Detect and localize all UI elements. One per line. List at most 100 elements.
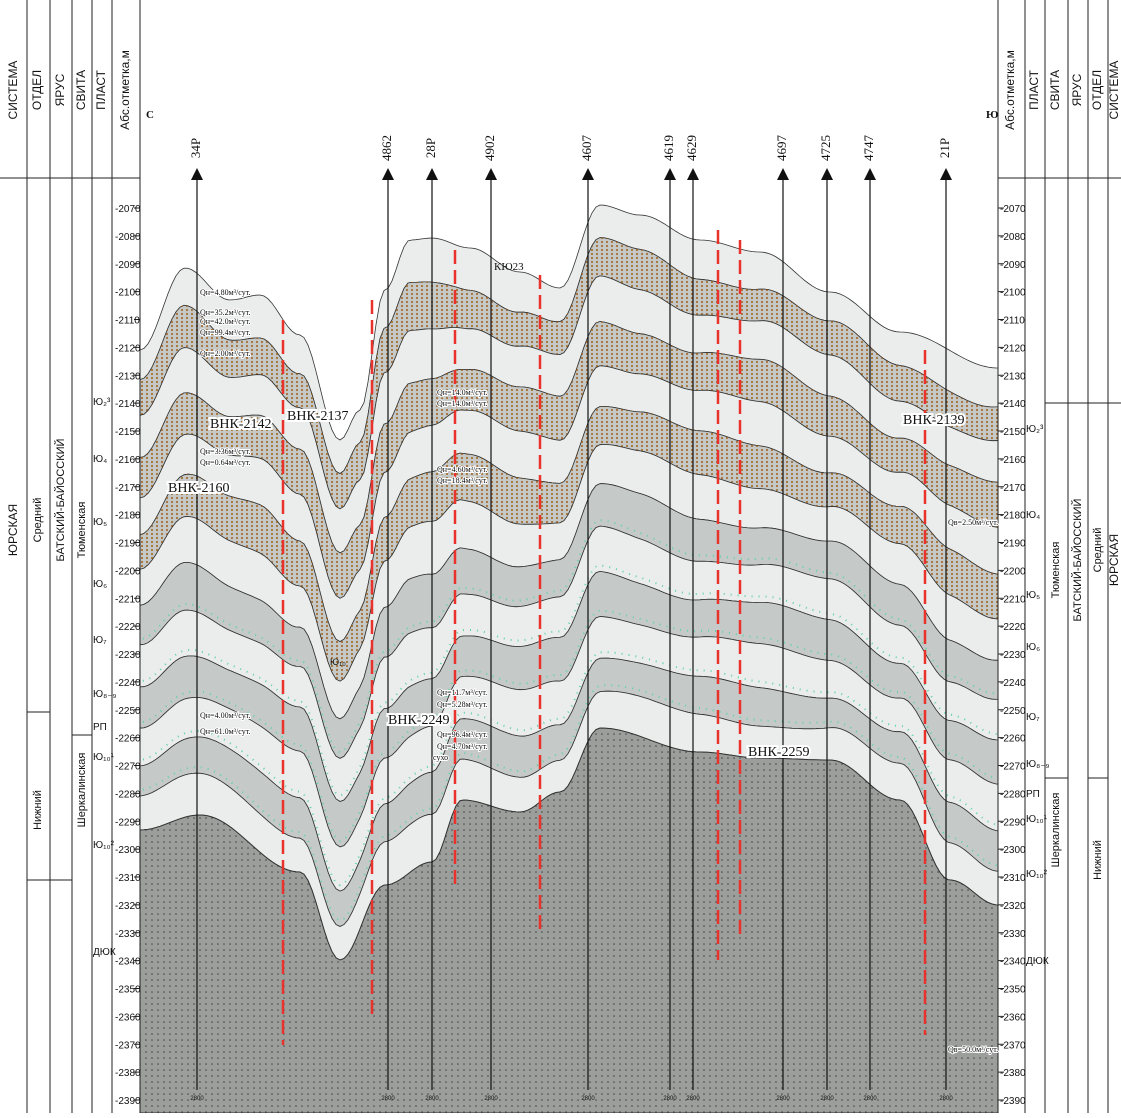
depth-label: -2080 (115, 232, 141, 243)
depth-label: -2320 (115, 901, 141, 912)
owc-label: ВНК-2139 (903, 413, 964, 428)
depth-label: -2370 (115, 1040, 141, 1051)
well-name: 4902 (482, 135, 497, 161)
depth-label: -2380 (115, 1068, 141, 1079)
depth-label: -2160 (1000, 455, 1026, 466)
layer-label: Ю₁₀² (93, 840, 115, 851)
depth-label: -2240 (1000, 678, 1026, 689)
series: Нижний (32, 790, 44, 830)
depth-label: -2280 (1000, 789, 1026, 800)
depth-label: -2160 (115, 455, 141, 466)
depth-label: -2080 (1000, 232, 1026, 243)
layer-label: Ю₄ (93, 454, 107, 465)
flow-note: Qн=5.28м³/сут. (437, 700, 488, 709)
depth-label: -2260 (1000, 734, 1026, 745)
cross-section: СИСТЕМАОТДЕЛЯРУССВИТАПЛАСТАбс.отметка,мА… (0, 0, 1121, 1113)
depth-label: -2140 (115, 399, 141, 410)
depth-label: -2250 (115, 706, 141, 717)
depth-label: -2120 (115, 343, 141, 354)
flow-note: Qн=42.0м³/сут. (200, 317, 251, 326)
depth-label: -2330 (1000, 929, 1026, 940)
depth-label: -2200 (115, 566, 141, 577)
column-header: СВИТА (1048, 70, 1062, 110)
layer-label: Ю₁₀¹ (93, 752, 115, 763)
flow-note: Qн=11.7м³/сут. (437, 688, 487, 697)
well-depth: 2800 (863, 1096, 877, 1102)
depth-label: -2210 (1000, 594, 1026, 605)
well-depth: 2800 (776, 1096, 790, 1102)
well-depth: 2800 (939, 1096, 953, 1102)
owc-label: ВНК-2142 (210, 417, 271, 432)
flow-note: Qн=0.64м³/сут. (200, 458, 251, 467)
depth-label: -2340 (115, 957, 141, 968)
depth-label: -2260 (115, 734, 141, 745)
depth-label: -2360 (1000, 1012, 1026, 1023)
well-depth: 2800 (686, 1096, 700, 1102)
well-name: 4629 (684, 135, 699, 161)
well-depth: 2800 (381, 1096, 395, 1102)
column-header: ПЛАСТ (94, 69, 108, 110)
depth-label: -2300 (115, 845, 141, 856)
direction-label: Ю (986, 109, 998, 121)
depth-label: -2170 (1000, 483, 1026, 494)
depth-label: -2150 (115, 427, 141, 438)
depth-label: -2310 (115, 873, 141, 884)
depth-label: -2250 (1000, 706, 1026, 717)
depth-label: -2180 (1000, 511, 1026, 522)
column-header: Абс.отметка,м (1003, 50, 1017, 130)
depth-label: -2130 (115, 371, 141, 382)
depth-label: -2180 (115, 511, 141, 522)
depth-label: -2380 (1000, 1068, 1026, 1079)
column-header: СИСТЕМА (1107, 61, 1121, 120)
layer-label: ДЮК (1026, 956, 1049, 967)
depth-label: -2130 (1000, 371, 1026, 382)
well-depth: 2800 (484, 1096, 498, 1102)
zone-label: КЮ23 (494, 261, 524, 273)
layer-label: Ю₅ (1026, 590, 1040, 601)
depth-label: -2390 (115, 1096, 141, 1107)
series: Средний (32, 498, 44, 543)
column-header: СИСТЕМА (6, 61, 20, 120)
suite: Тюменская (76, 502, 88, 559)
depth-label: -2170 (115, 483, 141, 494)
layer-label: Ю₆ (1026, 642, 1040, 653)
column-header: ЯРУС (1070, 73, 1084, 106)
well-name: 28P (423, 138, 438, 158)
depth-label: -2110 (1000, 316, 1025, 327)
depth-label: -2070 (115, 204, 141, 215)
well-depth: 2800 (820, 1096, 834, 1102)
well-name: 4747 (861, 135, 876, 162)
flow-note: Qн=2.00м³/сут. (200, 349, 251, 358)
system: ЮРСКАЯ (6, 504, 20, 556)
column-header: ПЛАСТ (1027, 69, 1041, 110)
flow-note: Qн=3.36м³/сут. (200, 447, 251, 456)
flow-note: Qн=14.0м³/сут. (437, 399, 488, 408)
well-name: 4619 (661, 135, 676, 161)
well-name: 4607 (579, 135, 594, 162)
system: ЮРСКАЯ (1107, 534, 1121, 586)
suite: Шеркалинская (1050, 793, 1062, 868)
layer-label: Ю₅ (93, 517, 107, 528)
layer-label: Ю₁₀¹ (1026, 814, 1048, 825)
well-depth: 2800 (190, 1096, 204, 1102)
flow-note: Qв=50.0м³/сут. (948, 1045, 998, 1054)
depth-label: -2330 (115, 929, 141, 940)
owc-label: ВНК-2160 (168, 481, 229, 496)
depth-label: -2310 (1000, 873, 1026, 884)
layer-label: Ю₇ (1026, 712, 1040, 723)
depth-label: -2090 (115, 260, 141, 271)
layer-label: Ю₈₋₉ (1026, 759, 1050, 770)
well-name: 4725 (818, 135, 833, 161)
flow-note: Qн=4.80м³/сут. (200, 288, 251, 297)
layer-label: Ю₄ (1026, 510, 1040, 521)
depth-label: -2340 (1000, 957, 1026, 968)
flow-note: сухо (433, 753, 448, 762)
depth-label: -2220 (1000, 622, 1026, 633)
stage: БАТСКИЙ-БАЙОССКИЙ (54, 439, 67, 562)
depth-label: -2300 (1000, 845, 1026, 856)
direction-label: С (146, 109, 154, 121)
depth-label: -2190 (115, 539, 141, 550)
depth-label: -2140 (1000, 399, 1026, 410)
depth-label: -2090 (1000, 260, 1026, 271)
layer-label: Ю₈₋₉ (93, 689, 117, 700)
